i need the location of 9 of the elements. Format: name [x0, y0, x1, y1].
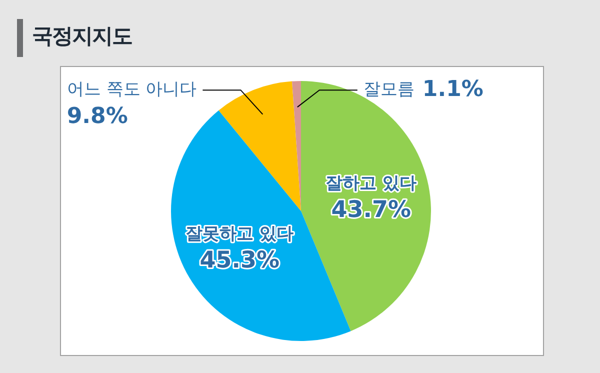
- data-label: 43.7%: [331, 197, 412, 224]
- slice-label: 어느 쪽도 아니다: [66, 80, 197, 100]
- slice-label: 잘하고 있다: [326, 173, 417, 194]
- data-label: 45.3%: [200, 248, 280, 274]
- data-label: 9.8%: [66, 104, 128, 129]
- data-label: 1.1%: [422, 76, 484, 102]
- chart-title: 국정지지도: [32, 23, 132, 50]
- slice-label: 잘못하고 있다: [186, 224, 294, 244]
- slice-label: 잘모름: [363, 80, 414, 100]
